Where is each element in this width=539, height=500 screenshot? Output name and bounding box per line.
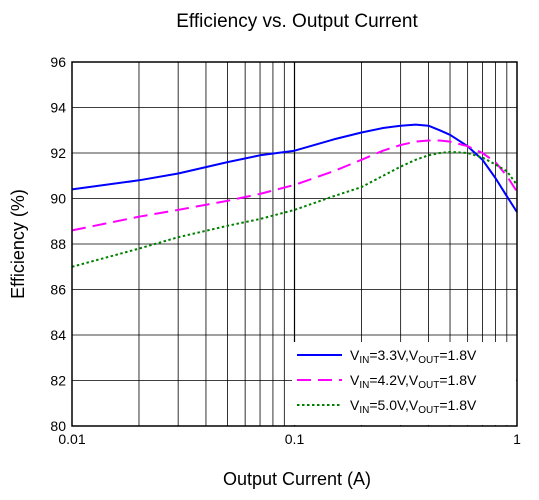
y-tick-label: 86 [50,282,66,298]
x-tick-label: 0.01 [58,431,85,447]
y-tick-label: 92 [50,145,66,161]
series-line-2 [71,139,518,232]
legend-label-2: VIN=4.2V,VOUT=1.8V [350,372,477,391]
tick-labels: 80 82 84 86 88 90 92 94 96 0.01 0.1 1 [50,54,521,447]
y-tick-label: 80 [50,418,66,434]
y-tick-label: 82 [50,373,66,389]
x-tick-label: 0.1 [285,431,305,447]
series-line-1 [71,123,518,213]
x-axis-label: Output Current (A) [223,469,371,489]
series-lines [71,123,518,268]
y-tick-label: 94 [50,100,66,116]
y-tick-label: 90 [50,191,66,207]
x-tick-label: 1 [513,431,521,447]
legend-label-1: VIN=3.3V,VOUT=1.8V [350,347,477,366]
y-tick-label: 88 [50,236,66,252]
plot-frame [71,61,518,427]
series-line-3 [71,150,518,268]
chart-title: Efficiency vs. Output Current [176,11,418,32]
legend: VIN=3.3V,VOUT=1.8V VIN=4.2V,VOUT=1.8V VIN=… [292,342,516,425]
y-tick-label: 84 [50,327,66,343]
y-tick-label: 96 [50,54,66,70]
legend-label-3: VIN=5.0V,VOUT=1.8V [350,397,477,416]
y-axis-label: Efficiency (%) [8,189,28,299]
